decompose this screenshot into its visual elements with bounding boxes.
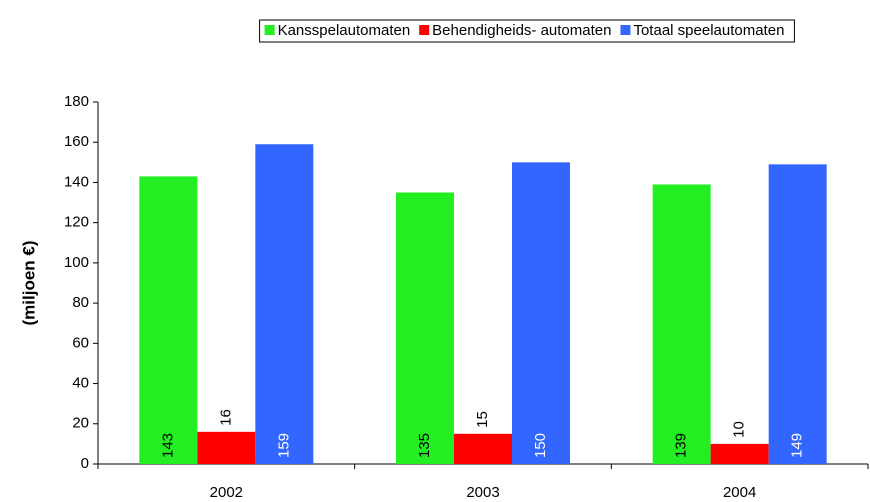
x-tick-label: 2003 (466, 484, 499, 501)
y-tick-label: 160 (64, 133, 89, 150)
y-axis-label: (miljoen €) (19, 240, 38, 325)
legend-swatch (264, 25, 275, 35)
data-label: 149 (789, 433, 806, 458)
y-tick-label: 120 (64, 214, 89, 231)
legend-swatch (620, 25, 631, 35)
data-label: 10 (731, 421, 748, 438)
y-tick-label: 100 (64, 254, 89, 271)
data-label: 150 (532, 433, 549, 458)
bar (139, 176, 198, 464)
x-tick-label: 2002 (210, 484, 243, 501)
legend-label: Totaal speelautomaten (633, 22, 784, 39)
bar (454, 433, 512, 464)
bar (396, 192, 454, 464)
data-label: 16 (217, 409, 234, 426)
bar (255, 144, 314, 464)
y-tick-label: 80 (72, 294, 89, 311)
x-tick-label: 2004 (723, 484, 756, 501)
data-label: 135 (416, 433, 433, 458)
data-label: 139 (673, 433, 690, 458)
legend (259, 19, 795, 43)
y-tick-label: 180 (64, 93, 89, 110)
bar (652, 184, 711, 464)
legend-label: Kansspelautomaten (278, 22, 411, 39)
data-label: 159 (275, 433, 292, 458)
y-tick-label: 60 (72, 334, 89, 351)
bar (512, 162, 570, 465)
legend-label: Behendigheids- automaten (432, 22, 611, 39)
y-tick-label: 40 (72, 375, 89, 392)
bar (768, 164, 827, 464)
y-tick-label: 0 (81, 455, 89, 472)
y-tick-label: 20 (72, 415, 89, 432)
data-label: 15 (474, 411, 491, 428)
legend-swatch (419, 25, 430, 35)
bar (710, 443, 769, 464)
bar (197, 431, 256, 464)
data-label: 143 (159, 433, 176, 458)
y-tick-label: 140 (64, 173, 89, 190)
